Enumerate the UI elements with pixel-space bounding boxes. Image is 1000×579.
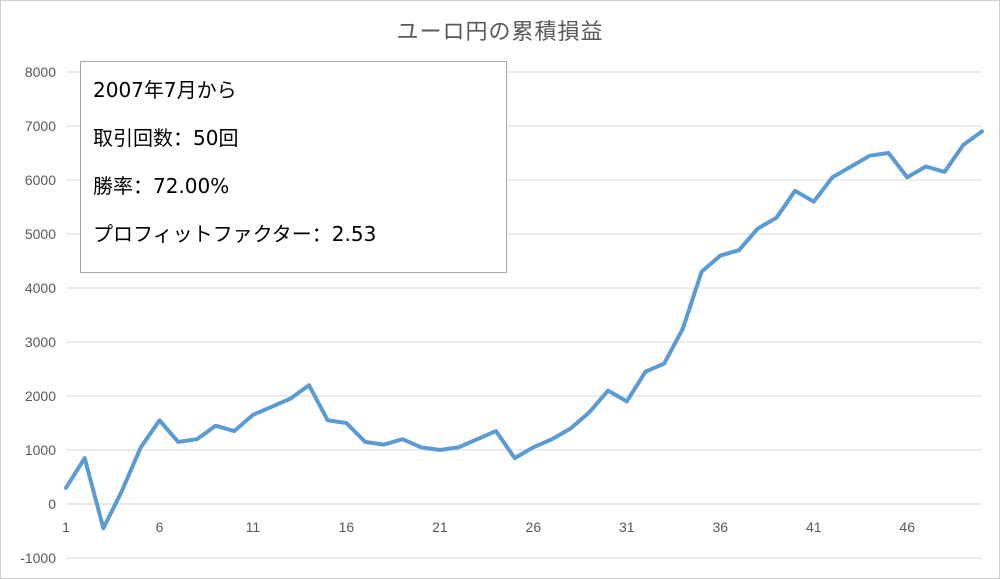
x-tick-label: 1	[62, 519, 70, 535]
y-tick-label: 4000	[25, 280, 56, 296]
x-tick-label: 31	[619, 519, 635, 535]
y-tick-label: 2000	[25, 388, 56, 404]
stats-period: 2007年7月から	[93, 78, 237, 102]
x-tick-label: 11	[246, 519, 261, 535]
x-tick-label: 41	[806, 519, 822, 535]
chart-title: ユーロ円の累積損益	[396, 20, 604, 45]
x-tick-label: 6	[156, 519, 164, 535]
y-tick-label: 3000	[25, 334, 56, 350]
x-tick-label: 36	[712, 519, 728, 535]
series-group	[64, 129, 984, 531]
y-tick-label: 5000	[25, 226, 56, 242]
y-tick-label: 7000	[25, 118, 56, 134]
y-tick-label: 8000	[25, 64, 56, 80]
x-tick-label: 21	[432, 519, 448, 535]
stats-trade-count: 取引回数：50回	[93, 126, 239, 150]
stats-profit-factor: プロフィットファクター：2.53	[93, 222, 377, 246]
stats-box: 2007年7月から 取引回数：50回 勝率：72.00% プロフィットファクター…	[80, 61, 507, 273]
y-axis-ticks: 8000 7000 6000 5000 4000 3000 2000 1000 0 -1000	[20, 64, 56, 566]
x-tick-label: 26	[526, 519, 542, 535]
x-axis-ticks: 1 6 11 16 21 26 31 36 41 46	[62, 519, 915, 535]
series-line-0	[64, 129, 984, 531]
x-tick-label: 46	[899, 519, 915, 535]
x-tick-label: 16	[339, 519, 355, 535]
y-tick-label: 6000	[25, 172, 56, 188]
stats-win-rate: 勝率：72.00%	[93, 174, 230, 198]
y-tick-label: 1000	[25, 442, 56, 458]
y-tick-label: 0	[48, 496, 56, 512]
y-tick-label: -1000	[20, 550, 56, 566]
